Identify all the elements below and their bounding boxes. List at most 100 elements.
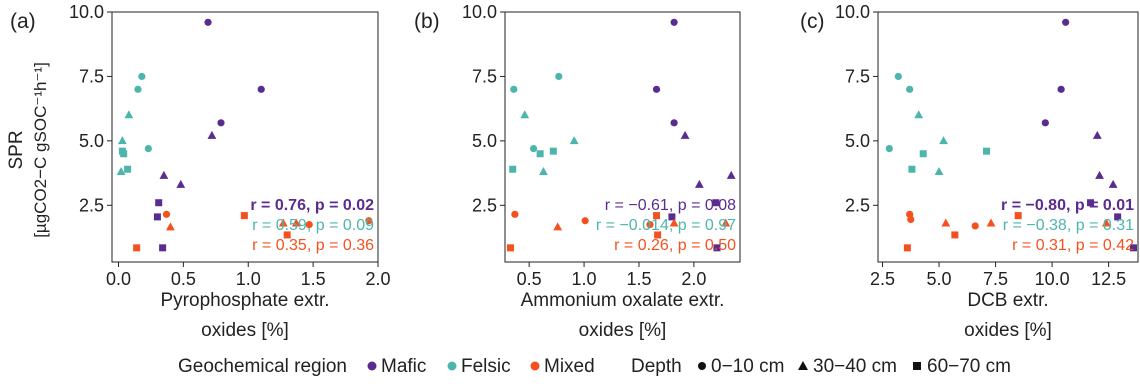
legend-depth-triangle-marker [798, 361, 808, 370]
data-point-mafic [652, 85, 661, 93]
legend-depth-0-10-label: 0−10 cm [711, 356, 784, 377]
x-tick-label: 10.0 [1035, 269, 1070, 289]
data-point-mixed [986, 218, 996, 227]
x-tick-label: 0.5 [171, 269, 196, 289]
data-point-mixed [165, 222, 175, 231]
panel-c: (c) 2.5 5.0 7.5 10.0 2.5 5.0 7.5 10.0 12.5 DCB ext… [800, 2, 1139, 341]
legend-depth-60-70-label: 60−70 cm [927, 356, 1011, 377]
y-tick-label: 10.0 [835, 2, 870, 22]
x-tick-label: 2.5 [870, 269, 895, 289]
panel-a-label: (a) [10, 10, 36, 33]
y-tick-label: 2.5 [79, 195, 104, 215]
data-point-felsic [116, 166, 126, 175]
legend-mixed-marker [530, 361, 540, 371]
data-point-felsic [134, 85, 142, 93]
y-tick-label: 7.5 [472, 66, 497, 86]
y-axis-label-line1: SPR [6, 130, 27, 169]
data-point-mixed [971, 222, 979, 230]
data-point-mixed [654, 231, 662, 239]
data-point-mixed [669, 218, 679, 227]
stat-mafic: r = −0.80, p = 0.01 [1001, 197, 1134, 214]
data-point-mixed [365, 217, 373, 225]
x-tick-label: 1.0 [236, 269, 261, 289]
data-point-mafic [1087, 199, 1095, 207]
data-point-mafic [1129, 244, 1137, 252]
data-point-mafic [159, 244, 167, 252]
data-point-mafic [1095, 170, 1104, 179]
data-point-felsic [549, 147, 557, 155]
y-tick-label: 2.5 [845, 195, 870, 215]
data-point-mafic [670, 18, 678, 26]
data-point-felsic [539, 166, 548, 175]
x-tick-label: 0.5 [517, 269, 542, 289]
data-point-felsic [906, 85, 914, 93]
legend-depth-circle-marker [698, 362, 706, 370]
data-point-mixed [903, 244, 911, 252]
stat-mixed: r = 0.26, p = 0.50 [614, 237, 736, 254]
panel-a: (a) 2.5 5.0 7.5 10.0 0.0 0.5 1.0 1.5 2.0 Pyrophosp… [10, 2, 391, 341]
stat-mafic: r = −0.61, p = 0.08 [605, 197, 736, 214]
panel-b-frame [504, 11, 741, 263]
data-point-mafic [204, 18, 212, 26]
x-axis-label-line2: oxides [%] [579, 320, 667, 341]
x-axis-label-line1: Ammonium oxalate extr. [521, 290, 725, 311]
x-tick-label: 2.0 [681, 269, 706, 289]
data-point-felsic [117, 136, 127, 145]
y-tick-label: 5.0 [845, 131, 870, 151]
data-point-mixed [951, 231, 959, 239]
data-point-mafic [1062, 18, 1070, 26]
data-point-felsic [919, 150, 927, 158]
data-point-felsic [885, 144, 893, 153]
x-tick-label: 12.5 [1091, 269, 1126, 289]
data-point-mafic [159, 170, 169, 179]
legend-depth-30-40-label: 30−40 cm [813, 356, 897, 377]
legend-region-title: Geochemical region [178, 356, 347, 377]
data-point-felsic [908, 165, 916, 173]
data-point-mafic [712, 199, 720, 207]
y-tick-label: 5.0 [79, 131, 104, 151]
panel-c-frame [877, 11, 1139, 263]
y-tick-label: 2.5 [472, 195, 497, 215]
y-tick-label: 5.0 [472, 131, 497, 151]
data-point-mixed [653, 212, 661, 220]
data-point-mafic [1057, 85, 1065, 93]
data-point-mafic [1041, 119, 1049, 127]
stat-felsic: r = 0.59, p = 0.09 [252, 217, 374, 234]
data-point-mixed [283, 231, 291, 239]
x-axis-label-line2: oxides [%] [964, 320, 1052, 341]
data-point-mixed [553, 222, 563, 231]
data-point-mafic [1108, 179, 1118, 188]
x-axis-label-line1: Pyrophosphate extr. [161, 290, 330, 311]
data-point-mafic [176, 179, 186, 188]
x-axis-label-line1: DCB extr. [967, 290, 1048, 311]
data-point-mixed [278, 218, 288, 227]
x-tick-label: 2.0 [365, 269, 390, 289]
data-point-felsic [529, 144, 538, 153]
data-point-mafic [694, 179, 704, 188]
legend-felsic-label: Felsic [461, 356, 511, 377]
data-point-mafic [680, 130, 690, 139]
data-point-felsic [138, 72, 146, 81]
data-point-mixed [240, 212, 248, 220]
data-point-felsic [510, 85, 518, 93]
x-tick-label: 0.0 [106, 269, 131, 289]
x-tick-label: 7.5 [983, 269, 1008, 289]
data-point-felsic [939, 136, 948, 145]
x-tick-label: 5.0 [927, 269, 952, 289]
legend-felsic-marker [447, 361, 457, 371]
data-point-mafic [153, 213, 161, 221]
y-axis-label: SPR [µgCO2−C gSOC⁻¹h⁻¹] [6, 62, 50, 238]
data-point-mixed [133, 244, 141, 252]
data-point-mafic [207, 130, 217, 139]
data-point-mixed [1014, 212, 1022, 220]
data-point-felsic [124, 165, 132, 173]
data-point-mafic [670, 119, 678, 127]
data-point-mixed [1101, 218, 1111, 227]
stat-mafic: r = 0.76, p = 0.02 [250, 197, 374, 214]
legend-depth-square-marker [913, 362, 921, 370]
data-point-mafic [1114, 213, 1122, 221]
legend-depth-title: Depth [631, 356, 682, 377]
stat-mixed: r = 0.35, p = 0.36 [252, 237, 374, 254]
legend-mixed-label: Mixed [544, 356, 595, 377]
data-point-mafic [713, 244, 721, 252]
